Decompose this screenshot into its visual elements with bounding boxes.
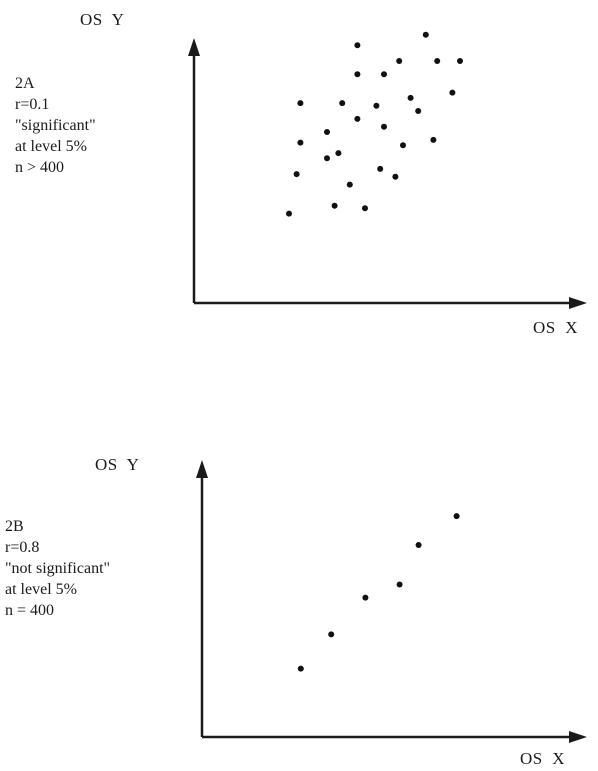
scatter-point-2a-16 bbox=[381, 123, 387, 130]
scatter-point-2a-23 bbox=[422, 31, 429, 38]
scatter-point-2a-13 bbox=[362, 205, 368, 212]
scatter-point-2a-6 bbox=[331, 202, 338, 209]
scatter-point-2a-8 bbox=[339, 100, 346, 107]
scatter-point-2a-25 bbox=[434, 58, 441, 64]
scatter-point-2a-4 bbox=[324, 155, 330, 162]
scatter-panel-2b: OS Y OS X 2B r=0.8 "not significant" at … bbox=[0, 385, 598, 771]
annotation-line-significance: "not significant" bbox=[5, 560, 111, 577]
scatter-point-2a-19 bbox=[396, 58, 403, 64]
x-axis-arrow-icon bbox=[569, 297, 587, 309]
scatter-point-2a-21 bbox=[407, 94, 414, 101]
scatter-point-2a-24 bbox=[430, 136, 437, 143]
scatter-point-2b-0 bbox=[297, 665, 304, 672]
scatter-point-2a-0 bbox=[286, 210, 292, 217]
scatter-point-2b-1 bbox=[328, 631, 335, 638]
scatter-plot-2a bbox=[188, 31, 587, 309]
x-axis-arrow-icon bbox=[569, 731, 587, 743]
y-axis-arrow-icon bbox=[196, 460, 208, 478]
scatter-point-2a-22 bbox=[415, 108, 422, 114]
scatter-panel-2a: OS Y OS X 2A r=0.1 "significant" at leve… bbox=[0, 0, 598, 385]
scatter-point-2a-18 bbox=[392, 173, 399, 180]
scatter-point-2b-3 bbox=[396, 581, 403, 588]
scatter-point-2a-3 bbox=[297, 100, 304, 107]
scatter-point-2a-10 bbox=[354, 71, 361, 78]
x-axis-label-2b: OS X bbox=[520, 749, 566, 768]
scatter-point-2a-12 bbox=[354, 115, 361, 122]
annotation-2b: 2B r=0.8 "not significant" at level 5% n… bbox=[5, 516, 110, 621]
scatter-point-2b-5 bbox=[453, 513, 460, 520]
scatter-point-2a-17 bbox=[381, 71, 387, 78]
x-axis-label-2a: OS X bbox=[533, 318, 579, 337]
scatter-point-2a-20 bbox=[400, 142, 406, 149]
annotation-line-level: at level 5% bbox=[15, 138, 87, 155]
scatter-point-2a-26 bbox=[449, 89, 456, 96]
scatter-point-2a-7 bbox=[335, 150, 342, 157]
annotation-line-level: at level 5% bbox=[5, 581, 77, 598]
y-axis-label-2b: OS Y bbox=[95, 455, 140, 474]
scatter-point-2a-5 bbox=[324, 129, 330, 135]
annotation-line-panel-id: 2A bbox=[15, 75, 35, 92]
y-axis-label-2a: OS Y bbox=[80, 10, 125, 29]
scatter-point-2a-14 bbox=[373, 102, 380, 109]
scatter-point-2a-27 bbox=[457, 58, 463, 64]
scatter-point-2a-2 bbox=[297, 139, 304, 146]
y-axis-arrow-icon bbox=[188, 38, 200, 56]
annotation-line-correlation: r=0.8 bbox=[5, 539, 40, 556]
scatter-point-2a-11 bbox=[354, 42, 361, 49]
scatter-point-2a-9 bbox=[346, 181, 353, 188]
scatter-plot-2b bbox=[196, 460, 587, 743]
annotation-line-sample-size: n > 400 bbox=[15, 159, 65, 176]
annotation-line-panel-id: 2B bbox=[5, 518, 24, 535]
scatter-point-2a-15 bbox=[377, 165, 384, 172]
annotation-line-significance: "significant" bbox=[15, 117, 96, 134]
annotation-line-correlation: r=0.1 bbox=[15, 96, 50, 113]
scatter-point-2b-4 bbox=[415, 542, 422, 548]
annotation-2a: 2A r=0.1 "significant" at level 5% n > 4… bbox=[15, 73, 96, 178]
scatter-point-2b-2 bbox=[362, 594, 369, 601]
scatter-point-2a-1 bbox=[293, 171, 300, 178]
annotation-line-sample-size: n = 400 bbox=[5, 602, 55, 619]
